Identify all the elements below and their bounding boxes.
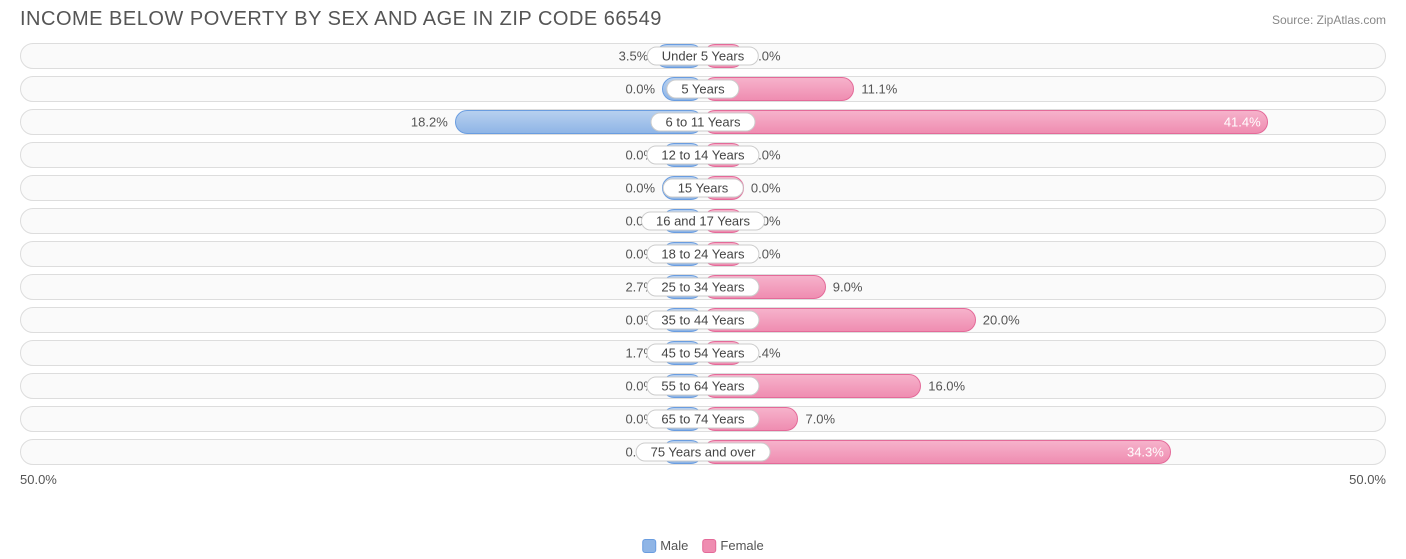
category-label: 35 to 44 Years: [646, 311, 759, 330]
female-half: 41.4%: [703, 110, 1385, 134]
female-half: 0.0%: [703, 143, 1385, 167]
chart-header: INCOME BELOW POVERTY BY SEX AND AGE IN Z…: [0, 0, 1406, 35]
female-half: 0.0%: [703, 44, 1385, 68]
chart-row: 2.7% 9.0% 25 to 34 Years: [20, 274, 1386, 300]
male-half: 1.7%: [21, 341, 703, 365]
male-value-label: 0.0%: [625, 181, 663, 196]
male-half: 0.0%: [21, 176, 703, 200]
female-value-label: 34.3%: [1127, 445, 1164, 460]
chart-row: 1.7%2.4%45 to 54 Years: [20, 340, 1386, 366]
male-value-label: 18.2%: [411, 115, 456, 130]
category-label: 75 Years and over: [636, 443, 771, 462]
chart-row: 0.0% 34.3% 75 Years and over: [20, 439, 1386, 465]
chart-row: 3.5%0.0%Under 5 Years: [20, 43, 1386, 69]
axis-labels: 50.0% 50.0%: [0, 472, 1406, 487]
female-half: 0.0%: [703, 242, 1385, 266]
male-value-label: 0.0%: [625, 82, 663, 97]
chart-row: 0.0% 11.1% 5 Years: [20, 76, 1386, 102]
female-bar: 34.3%: [703, 440, 1171, 464]
chart-row: 0.0% 7.0% 65 to 74 Years: [20, 406, 1386, 432]
chart-row: 0.0% 16.0% 55 to 64 Years: [20, 373, 1386, 399]
legend-male: Male: [642, 538, 688, 553]
category-label: 5 Years: [666, 80, 739, 99]
chart-row: 0.0%0.0%12 to 14 Years: [20, 142, 1386, 168]
female-half: 9.0%: [703, 275, 1385, 299]
female-value-label: 11.1%: [853, 82, 897, 97]
male-half: 0.0%: [21, 308, 703, 332]
category-label: 45 to 54 Years: [646, 344, 759, 363]
chart-row: 0.0%0.0%18 to 24 Years: [20, 241, 1386, 267]
male-half: 0.0%: [21, 209, 703, 233]
male-half: 0.0%: [21, 407, 703, 431]
category-label: 18 to 24 Years: [646, 245, 759, 264]
female-value-label: 9.0%: [825, 280, 863, 295]
chart-title: INCOME BELOW POVERTY BY SEX AND AGE IN Z…: [20, 8, 662, 31]
chart-area: 3.5%0.0%Under 5 Years0.0%11.1%5 Years18.…: [0, 35, 1406, 465]
male-half: 0.0%: [21, 143, 703, 167]
legend-male-label: Male: [660, 538, 688, 553]
axis-right: 50.0%: [1349, 472, 1386, 487]
female-value-label: 16.0%: [920, 379, 965, 394]
category-label: 55 to 64 Years: [646, 377, 759, 396]
male-swatch-icon: [642, 539, 656, 553]
female-half: 0.0%: [703, 176, 1385, 200]
female-value-label: 7.0%: [797, 412, 835, 427]
female-half: 34.3%: [703, 440, 1385, 464]
female-value-label: 20.0%: [975, 313, 1020, 328]
category-label: 65 to 74 Years: [646, 410, 759, 429]
legend-female: Female: [702, 538, 763, 553]
female-swatch-icon: [702, 539, 716, 553]
male-half: 18.2%: [21, 110, 703, 134]
legend: Male Female: [642, 538, 764, 553]
axis-left: 50.0%: [20, 472, 57, 487]
female-half: 7.0%: [703, 407, 1385, 431]
category-label: 25 to 34 Years: [646, 278, 759, 297]
female-value-label: 41.4%: [1224, 115, 1261, 130]
category-label: Under 5 Years: [647, 47, 759, 66]
female-value-label: 0.0%: [743, 181, 781, 196]
male-half: 0.0%: [21, 242, 703, 266]
chart-row: 0.0% 0.0%15 Years: [20, 175, 1386, 201]
chart-row: 18.2% 41.4% 6 to 11 Years: [20, 109, 1386, 135]
male-half: 2.7%: [21, 275, 703, 299]
chart-row: 0.0%0.0%16 and 17 Years: [20, 208, 1386, 234]
female-bar: 41.4%: [703, 110, 1268, 134]
female-half: 2.4%: [703, 341, 1385, 365]
chart-source: Source: ZipAtlas.com: [1272, 13, 1386, 27]
female-half: 0.0%: [703, 209, 1385, 233]
female-half: 16.0%: [703, 374, 1385, 398]
male-half: 0.0%: [21, 77, 703, 101]
legend-female-label: Female: [720, 538, 763, 553]
category-label: 6 to 11 Years: [651, 113, 756, 132]
male-half: 0.0%: [21, 440, 703, 464]
category-label: 16 and 17 Years: [641, 212, 765, 231]
category-label: 12 to 14 Years: [646, 146, 759, 165]
female-half: 11.1%: [703, 77, 1385, 101]
category-label: 15 Years: [663, 179, 744, 198]
male-half: 3.5%: [21, 44, 703, 68]
female-half: 20.0%: [703, 308, 1385, 332]
chart-row: 0.0% 20.0% 35 to 44 Years: [20, 307, 1386, 333]
male-half: 0.0%: [21, 374, 703, 398]
